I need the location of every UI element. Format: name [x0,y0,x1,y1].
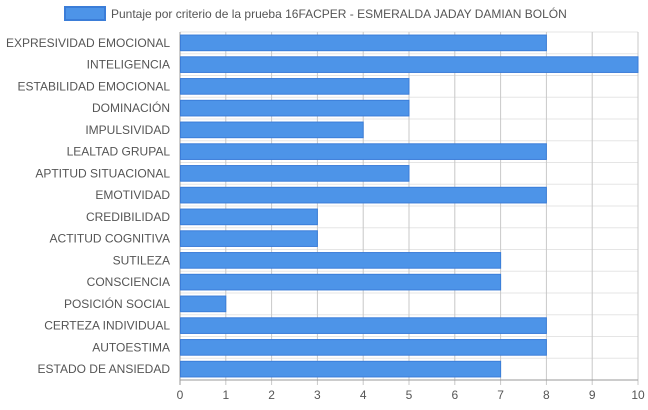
category-labels: EXPRESIVIDAD EMOCIONAL INTELIGENCIA ESTABI… [6,36,170,376]
bar[interactable] [180,252,502,269]
x-tick-label: 5 [406,388,413,402]
legend[interactable]: Puntaje por criterio de la prueba 16FACP… [64,6,567,21]
category-label: POSICIÓN SOCIAL [64,296,170,311]
x-tick-label: 7 [497,388,504,402]
bar[interactable] [180,56,639,73]
x-tick-label: 4 [360,388,367,402]
bars [180,34,639,378]
bar[interactable] [180,295,227,313]
category-label: CREDIBILIDAD [86,210,170,224]
legend-label: Puntaje por criterio de la prueba 16FACP… [111,6,567,21]
bar[interactable] [180,230,318,247]
bar[interactable] [180,208,318,226]
category-label: SUTILEZA [113,253,170,267]
x-tick-label: 3 [314,388,321,402]
bar[interactable] [180,99,410,117]
bar[interactable] [180,34,547,52]
category-label: EXPRESIVIDAD EMOCIONAL [6,36,170,50]
x-tick-label: 9 [589,388,596,402]
category-label: CONSCIENCIA [87,275,170,289]
category-label: EMOTIVIDAD [95,188,170,202]
x-tick-label: 1 [222,388,229,402]
category-label: ESTABILIDAD EMOCIONAL [18,79,171,93]
category-label: ESTADO DE ANSIEDAD [38,362,171,376]
legend-swatch [64,6,106,21]
x-axis-tick-labels: 0 1 2 3 4 5 6 7 8 9 10 [177,388,645,402]
category-label: ACTITUD COGNITIVA [50,232,170,246]
category-label: AUTOESTIMA [92,340,170,354]
category-label: DOMINACIÓN [92,100,170,115]
category-label: INTELIGENCIA [87,58,170,72]
bar[interactable] [180,143,547,160]
bar[interactable] [180,273,502,291]
category-label: APTITUD SITUACIONAL [35,166,170,180]
category-label: LEALTAD GRUPAL [67,145,171,159]
bar[interactable] [180,121,364,139]
bar[interactable] [180,186,547,204]
bar[interactable] [180,78,410,95]
category-label: CERTEZA INDIVIDUAL [44,319,170,333]
x-tick-label: 2 [268,388,275,402]
category-label: IMPULSIVIDAD [85,123,170,137]
bar[interactable] [180,317,547,334]
x-tick-label: 6 [451,388,458,402]
bar[interactable] [180,339,547,356]
x-tick-label: 10 [631,388,645,402]
x-tick-label: 0 [177,388,184,402]
bar[interactable] [180,165,410,182]
bar[interactable] [180,360,502,378]
x-tick-label: 8 [543,388,550,402]
